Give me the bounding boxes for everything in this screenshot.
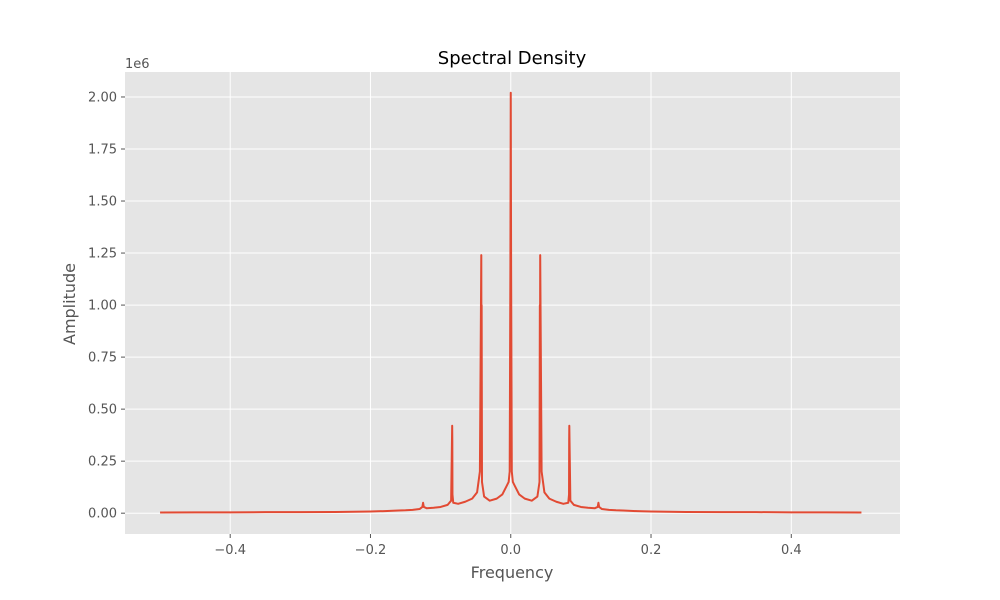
y-tick-label: 1.25: [88, 247, 117, 262]
x-axis-label: Frequency: [471, 563, 554, 582]
x-tick-label: −0.2: [355, 543, 387, 558]
x-tick-label: −0.4: [214, 543, 246, 558]
y-tick-label: 0.75: [88, 351, 117, 366]
y-tick-label: 2.00: [88, 90, 117, 105]
series-line: [160, 91, 862, 514]
y-axis-offset-label: 1e6: [125, 57, 150, 72]
y-tick-label: 1.00: [88, 299, 117, 314]
y-axis-label: Amplitude: [60, 263, 79, 345]
y-axis-ticks: 0.00 0.25 0.50 0.75 1.00 1.25 1.50 1.75 2.00: [88, 90, 125, 522]
series-group: [160, 91, 862, 514]
x-tick-label: 0.2: [641, 543, 662, 558]
y-tick-label: 1.50: [88, 195, 117, 210]
chart-title: Spectral Density: [438, 48, 587, 69]
x-axis-ticks: −0.4 −0.2 0.0 0.2 0.4: [214, 534, 802, 558]
x-tick-label: 0.4: [781, 543, 802, 558]
y-tick-label: 0.50: [88, 403, 117, 418]
y-tick-label: 0.00: [88, 507, 117, 522]
y-tick-label: 1.75: [88, 143, 117, 158]
x-tick-label: 0.0: [500, 543, 521, 558]
y-tick-label: 0.25: [88, 455, 117, 470]
